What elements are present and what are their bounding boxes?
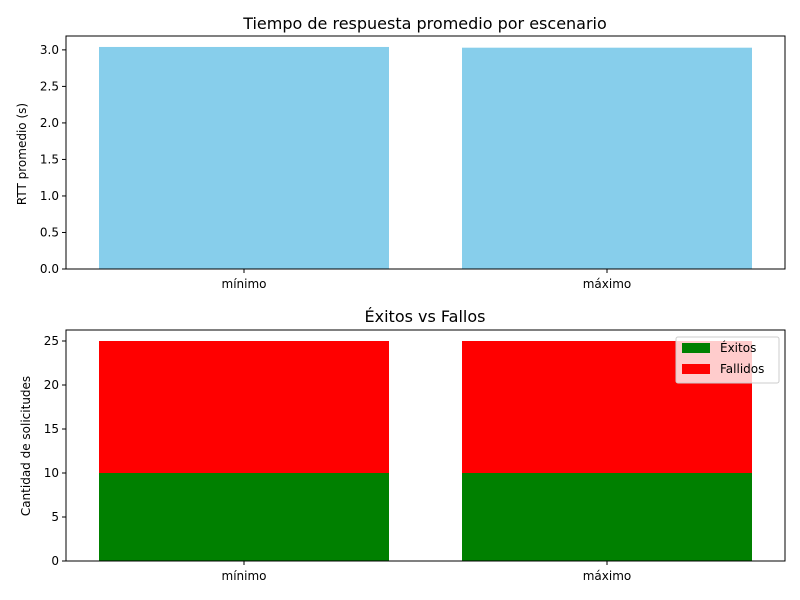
ytick-label: 3.0 — [40, 43, 59, 57]
ytick-label: 20 — [44, 378, 59, 392]
chart-outcomes-ylabel: Cantidad de solicitudes — [19, 376, 33, 516]
ytick-label: 1.0 — [40, 189, 59, 203]
ytick-label: 0.0 — [40, 262, 59, 276]
chart-outcomes: Éxitos vs Fallos Cantidad de solicitudes… — [19, 307, 786, 583]
ytick-label: 15 — [44, 422, 59, 436]
chart-rtt-xticks: mínimo máximo — [222, 269, 632, 291]
chart-rtt-yticks: 0.0 0.5 1.0 1.5 2.0 2.5 3.0 — [40, 43, 66, 276]
bar-rtt — [462, 47, 752, 269]
ytick-label: 25 — [44, 334, 59, 348]
ytick-label: 5 — [51, 510, 59, 524]
bar-exitos — [99, 473, 389, 561]
legend-label-fallidos: Fallidos — [720, 362, 764, 376]
ytick-label: 2.0 — [40, 116, 59, 130]
xtick-label: máximo — [583, 569, 632, 583]
chart-outcomes-axes-frame — [65, 329, 786, 562]
chart-outcomes-yticks: 0 5 10 15 20 25 — [44, 334, 66, 568]
legend-label-exitos: Éxitos — [720, 340, 756, 355]
xtick-label: mínimo — [222, 569, 267, 583]
xtick-label: máximo — [583, 277, 632, 291]
ytick-label: 1.5 — [40, 152, 59, 166]
bar-rtt — [99, 46, 389, 269]
chart-outcomes-xticks: mínimo máximo — [222, 561, 632, 583]
ytick-label: 2.5 — [40, 79, 59, 93]
xtick-label: mínimo — [222, 277, 267, 291]
chart-rtt-axes-frame — [65, 35, 786, 270]
ytick-label: 10 — [44, 466, 59, 480]
bar-exitos — [462, 473, 752, 561]
chart-rtt: Tiempo de respuesta promedio por escenar… — [15, 14, 786, 291]
chart-rtt-title: Tiempo de respuesta promedio por escenar… — [242, 14, 607, 33]
legend: Éxitos Fallidos — [675, 336, 780, 384]
legend-swatch-exitos — [682, 343, 710, 353]
legend-swatch-fallidos — [682, 364, 710, 374]
chart-outcomes-title: Éxitos vs Fallos — [365, 307, 486, 326]
chart-rtt-bars — [99, 46, 752, 269]
ytick-label: 0.5 — [40, 225, 59, 239]
bar-fallidos — [99, 341, 389, 473]
chart-rtt-ylabel: RTT promedio (s) — [15, 103, 29, 205]
chart-outcomes-bars — [99, 341, 752, 561]
ytick-label: 0 — [51, 554, 59, 568]
